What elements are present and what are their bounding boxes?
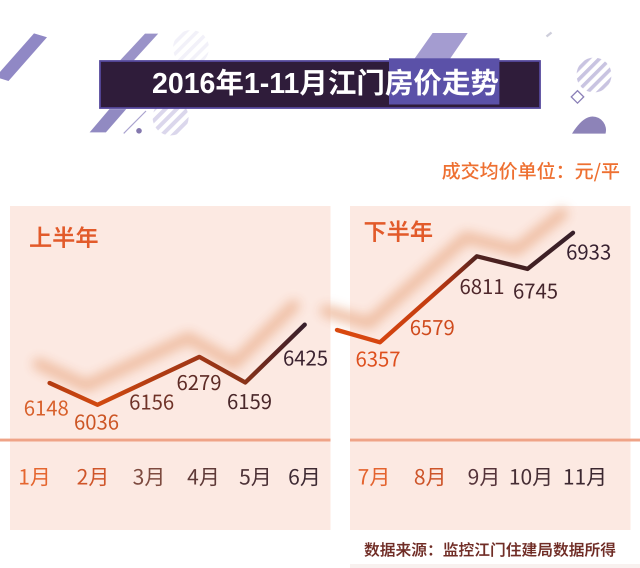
- svg-text:6月: 6月: [288, 462, 321, 492]
- svg-text:6745: 6745: [513, 275, 558, 305]
- svg-text:10月: 10月: [509, 462, 553, 492]
- svg-text:下半年: 下半年: [364, 213, 434, 247]
- svg-text:6579: 6579: [410, 311, 455, 341]
- svg-text:6425: 6425: [283, 342, 328, 372]
- svg-text:5月: 5月: [239, 462, 272, 492]
- svg-text:6357: 6357: [355, 343, 400, 373]
- svg-text:2016年1-11月江门房价走势: 2016年1-11月江门房价走势: [152, 61, 499, 102]
- svg-text:成交均价单位：元/平: 成交均价单位：元/平: [442, 157, 620, 184]
- svg-text:9月: 9月: [468, 462, 501, 492]
- svg-text:6036: 6036: [74, 406, 119, 436]
- svg-text:11月: 11月: [563, 462, 607, 492]
- svg-text:7月: 7月: [358, 462, 391, 492]
- svg-text:4月: 4月: [187, 462, 220, 492]
- svg-text:上半年: 上半年: [29, 219, 99, 253]
- svg-text:6933: 6933: [566, 236, 611, 266]
- svg-text:3月: 3月: [133, 462, 166, 492]
- svg-text:1月: 1月: [18, 462, 51, 492]
- svg-text:8月: 8月: [414, 462, 447, 492]
- svg-text:2月: 2月: [77, 462, 110, 492]
- svg-text:6811: 6811: [459, 270, 504, 300]
- svg-text:6279: 6279: [176, 366, 221, 396]
- svg-text:6148: 6148: [24, 392, 69, 422]
- svg-text:6156: 6156: [129, 385, 174, 415]
- svg-text:数据来源：监控江门住建局数据所得: 数据来源：监控江门住建局数据所得: [364, 538, 616, 561]
- svg-text:6159: 6159: [227, 385, 272, 415]
